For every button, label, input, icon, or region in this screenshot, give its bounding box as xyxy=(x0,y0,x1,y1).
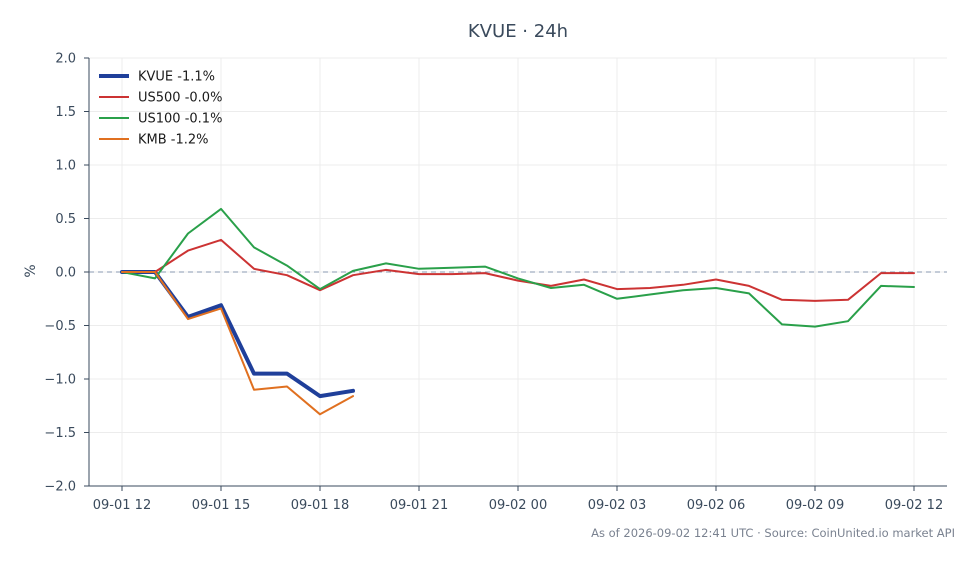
y-tick-label: 0.0 xyxy=(55,266,76,281)
series-group xyxy=(120,207,915,416)
series-line-3 xyxy=(121,271,354,416)
series-line-0 xyxy=(120,270,355,399)
series-line-2 xyxy=(121,207,915,328)
y-tick-label: 2.0 xyxy=(55,52,76,67)
x-tick-label: 09-02 12 xyxy=(885,498,943,513)
x-tick-label: 09-01 18 xyxy=(291,498,349,513)
y-tick-label: −1.0 xyxy=(44,373,76,388)
footer-source: As of 2026-09-02 12:41 UTC · Source: Coi… xyxy=(591,526,955,540)
chart-title: KVUE · 24h xyxy=(468,21,568,42)
y-tick-label: 1.5 xyxy=(55,105,76,120)
y-tick-label: −1.5 xyxy=(44,426,76,441)
y-axis-ticks: 2.0 1.5 1.0 0.5 0.0 −0.5 −1.0 −1.5 −2.0 xyxy=(44,52,89,495)
legend: KVUE -1.1% US500 -0.0% US100 -0.1% KMB -1.2… xyxy=(99,70,222,148)
legend-label-1: US500 -0.0% xyxy=(138,91,222,106)
x-axis-ticks: 09-01 12 09-01 15 09-01 18 09-01 21 09-02 00… xyxy=(93,486,943,513)
y-tick-label: −2.0 xyxy=(44,480,76,495)
x-tick-label: 09-02 09 xyxy=(786,498,844,513)
y-tick-label: 0.5 xyxy=(55,212,76,227)
x-tick-label: 09-01 12 xyxy=(93,498,151,513)
series-line-1 xyxy=(121,238,915,302)
y-tick-label: 1.0 xyxy=(55,159,76,174)
x-tick-label: 09-02 00 xyxy=(489,498,547,513)
x-tick-label: 09-02 06 xyxy=(687,498,745,513)
legend-label-3: KMB -1.2% xyxy=(138,133,209,148)
legend-label-0: KVUE -1.1% xyxy=(138,70,215,85)
x-tick-label: 09-01 15 xyxy=(192,498,250,513)
y-axis-label: % xyxy=(23,264,39,277)
x-tick-label: 09-02 03 xyxy=(588,498,646,513)
x-tick-label: 09-01 21 xyxy=(390,498,448,513)
y-tick-label: −0.5 xyxy=(44,319,76,334)
legend-label-2: US100 -0.1% xyxy=(138,112,222,127)
